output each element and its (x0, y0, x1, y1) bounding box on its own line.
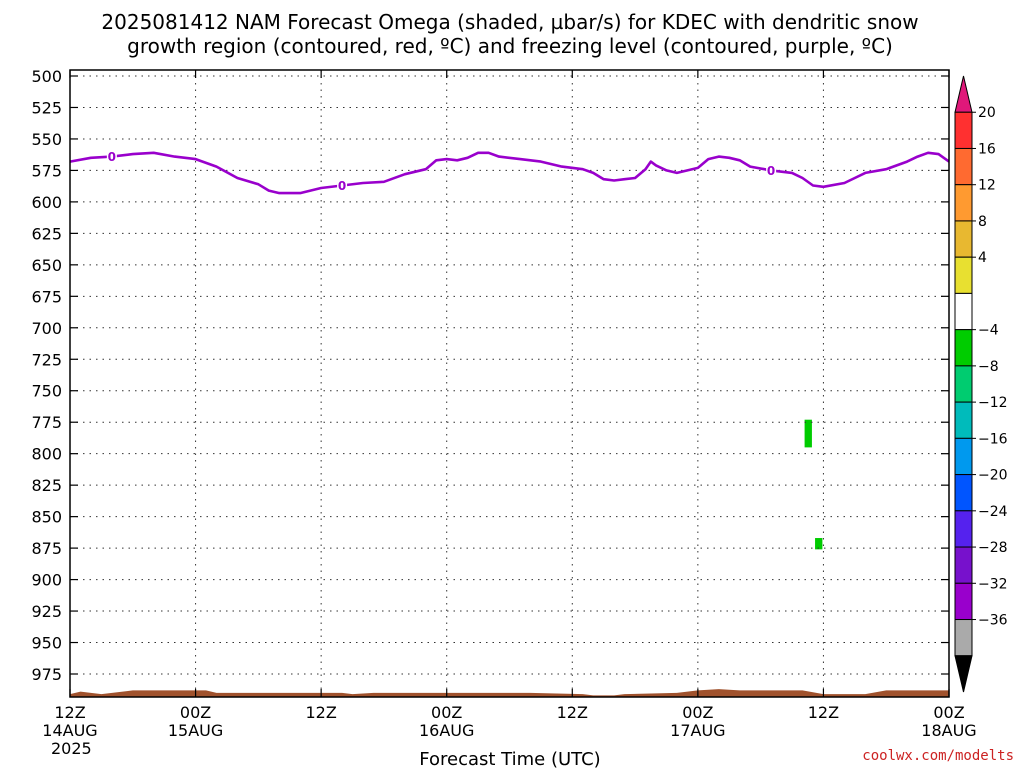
y-tick-label: 500 (31, 67, 62, 86)
colorbar-label: −24 (978, 504, 1008, 520)
colorbar-label: −32 (978, 576, 1008, 592)
plot-border (69, 69, 950, 698)
chart-title-line-1: 2025081412 NAM Forecast Omega (shaded, µ… (101, 10, 918, 34)
y-axis-ticks: 500 525 550 575 600 625 650 675 700 725 750 775 800 8… (31, 67, 949, 684)
chart-title-line-2: growth region (contoured, red, ºC) and f… (127, 34, 893, 58)
x-tick-date-label: 15AUG (168, 721, 223, 740)
x-tick-date-label: 14AUG (42, 721, 97, 740)
colorbar-label: −16 (978, 431, 1008, 447)
colorbar-top-triangle (954, 75, 973, 113)
x-tick-date-label: 17AUG (670, 721, 725, 740)
colorbar-segment (954, 184, 973, 222)
y-tick-label: 850 (31, 508, 62, 527)
contour-label: 0 (108, 150, 116, 164)
colorbar-segment (954, 619, 973, 657)
omega-shaded-region (804, 419, 812, 448)
colorbar-label: 16 (978, 141, 996, 157)
y-tick-label: 550 (31, 130, 62, 149)
plot-area (70, 70, 949, 697)
y-tick-label: 875 (31, 539, 62, 558)
colorbar-label: −36 (978, 613, 1008, 629)
contour-label-background (766, 162, 777, 179)
x-tick-label: 00Z (933, 703, 964, 722)
colorbar-segment (954, 220, 973, 258)
colorbar-segment (954, 437, 973, 476)
contour-label: 0 (338, 179, 346, 193)
plot-background (70, 70, 949, 697)
x-tick-label: 00Z (431, 703, 462, 722)
y-tick-label: 975 (31, 665, 62, 684)
colorbar-label: 12 (978, 178, 996, 194)
colorbar-bottom-triangle (954, 655, 973, 693)
y-tick-label: 625 (31, 224, 62, 243)
x-tick-label: 00Z (682, 703, 713, 722)
colorbar-label: 8 (978, 214, 987, 230)
y-tick-label: 775 (31, 413, 62, 432)
x-tick-label: 12Z (557, 703, 588, 722)
colorbar-segment (954, 292, 973, 331)
y-tick-label: 800 (31, 445, 62, 464)
x-axis-label: Forecast Time (UTC) (419, 749, 600, 768)
freezing-level-contour: 0 0 0 (69, 148, 950, 195)
x-tick-label: 12Z (808, 703, 839, 722)
y-tick-label: 575 (31, 161, 62, 180)
y-tick-label: 650 (31, 256, 62, 275)
colorbar-segment (954, 256, 973, 294)
colorbar-segment (954, 510, 973, 548)
contour-label-background (337, 177, 348, 194)
colorbar-label: −28 (978, 540, 1008, 556)
colorbar-label: 20 (978, 105, 996, 121)
y-tick-label: 925 (31, 602, 62, 621)
y-tick-label: 700 (31, 319, 62, 338)
y-tick-label: 900 (31, 571, 62, 590)
colorbar-segment (954, 329, 973, 367)
omega-shading (804, 419, 823, 550)
x-tick-date-label: 16AUG (419, 721, 474, 740)
x-tick-year-label: 2025 (51, 739, 92, 758)
y-tick-label: 825 (31, 476, 62, 495)
colorbar-label: −20 (978, 468, 1008, 484)
freezing-level-line (69, 151, 950, 195)
contour-label-background (106, 148, 117, 165)
surface-ground (70, 689, 949, 697)
y-tick-label: 675 (31, 287, 62, 306)
colorbar-label: 4 (978, 250, 987, 266)
surface-terrain (70, 689, 949, 697)
omega-shaded-region (815, 538, 823, 550)
contour-label: 0 (767, 164, 775, 178)
colorbar-segment (954, 474, 973, 512)
colorbar-segment (954, 365, 973, 403)
y-tick-label: 725 (31, 350, 62, 369)
y-tick-label: 600 (31, 193, 62, 212)
colorbar-label: −12 (978, 395, 1008, 411)
y-tick-label: 525 (31, 98, 62, 117)
colorbar-label: −8 (978, 359, 999, 375)
colorbar-segment (954, 111, 973, 149)
credit-text: coolwx.com/modelts (862, 748, 1014, 764)
colorbar: 20 16 12 8 4 −4 −8 −12 −16 −20 −24 −28 −32 −36 (954, 75, 1008, 693)
x-tick-label: 12Z (305, 703, 336, 722)
x-tick-label: 12Z (54, 703, 85, 722)
colorbar-segment (954, 147, 973, 186)
colorbar-segment (954, 582, 973, 621)
plot-frame (69, 69, 950, 698)
colorbar-segment (954, 401, 973, 439)
y-tick-label: 950 (31, 634, 62, 653)
y-tick-label: 750 (31, 382, 62, 401)
colorbar-label: −4 (978, 323, 999, 339)
colorbar-segment (954, 546, 973, 584)
x-tick-date-label: 18AUG (921, 721, 976, 740)
x-tick-label: 00Z (180, 703, 211, 722)
